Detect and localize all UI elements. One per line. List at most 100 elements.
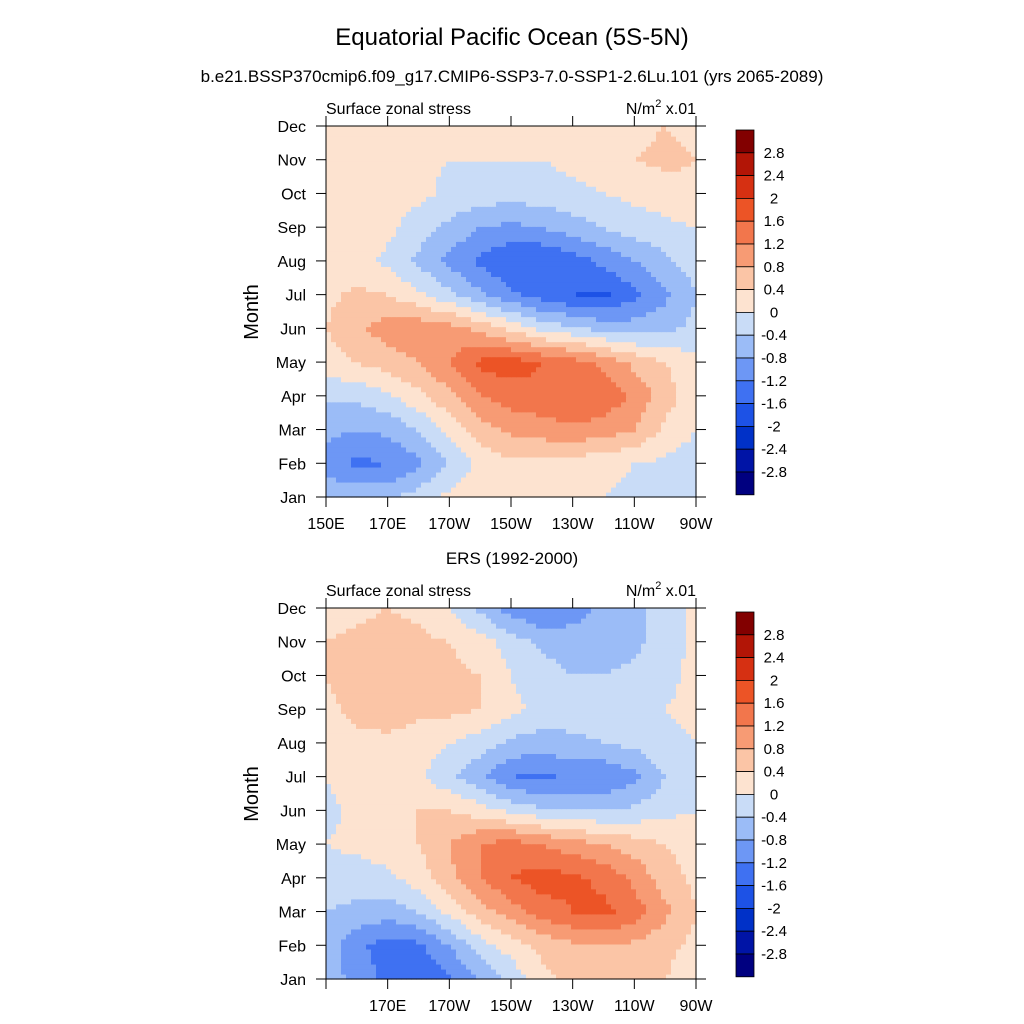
heatmap-cell xyxy=(376,266,382,272)
heatmap-cell xyxy=(531,386,537,393)
heatmap-cell xyxy=(466,426,472,433)
heatmap-cell xyxy=(541,171,547,177)
heatmap-cell xyxy=(641,436,647,443)
heatmap-cell xyxy=(686,201,692,207)
heatmap-cell xyxy=(396,211,402,217)
heatmap-cell xyxy=(671,206,677,212)
heatmap-cell xyxy=(436,256,442,262)
heatmap-cell xyxy=(581,166,587,172)
heatmap-cell xyxy=(651,226,657,232)
heatmap-cell xyxy=(456,156,462,162)
heatmap-cell xyxy=(526,396,532,403)
heatmap-cell xyxy=(381,251,387,257)
heatmap-cell xyxy=(401,366,407,373)
heatmap-cell xyxy=(486,326,492,333)
heatmap-cell xyxy=(626,306,632,313)
heatmap-cell xyxy=(356,276,362,283)
heatmap-cell xyxy=(471,296,477,303)
heatmap-cell xyxy=(651,381,657,388)
heatmap-cell xyxy=(396,411,402,418)
heatmap-cell xyxy=(406,491,412,498)
heatmap-cell xyxy=(576,401,582,408)
heatmap-cell xyxy=(636,276,642,283)
heatmap-cell xyxy=(446,386,452,393)
heatmap-cell xyxy=(516,376,522,383)
heatmap-cell xyxy=(476,436,482,443)
heatmap-cell xyxy=(636,246,642,252)
heatmap-cell xyxy=(636,401,642,408)
heatmap-cell xyxy=(666,421,672,428)
heatmap-cell xyxy=(566,486,572,493)
heatmap-cell xyxy=(496,181,502,187)
heatmap-cell xyxy=(356,176,362,182)
heatmap-cell xyxy=(336,396,342,403)
heatmap-cell xyxy=(536,191,542,197)
heatmap-cell xyxy=(446,376,452,383)
heatmap-cell xyxy=(646,211,652,217)
heatmap-cell xyxy=(496,301,502,308)
heatmap-cell xyxy=(586,411,592,418)
heatmap-cell xyxy=(476,161,482,167)
heatmap-cell xyxy=(586,421,592,428)
heatmap-cell xyxy=(491,416,497,423)
heatmap-cell xyxy=(486,281,492,288)
heatmap-cell xyxy=(416,426,422,433)
heatmap-cell xyxy=(431,231,437,237)
heatmap-cell xyxy=(511,406,517,413)
heatmap-cell xyxy=(406,391,412,398)
heatmap-cell xyxy=(561,191,567,197)
heatmap-cell xyxy=(636,456,642,463)
heatmap-cell xyxy=(611,216,617,222)
heatmap-cell xyxy=(396,356,402,363)
heatmap-cell xyxy=(616,301,622,308)
heatmap-cell xyxy=(526,286,532,293)
heatmap-cell xyxy=(481,401,487,408)
heatmap-cell xyxy=(381,481,387,488)
heatmap-cell xyxy=(361,411,367,418)
heatmap-cell xyxy=(511,461,517,468)
heatmap-cell xyxy=(346,431,352,438)
heatmap-cell xyxy=(596,186,602,192)
heatmap-cell xyxy=(536,201,542,207)
heatmap-cell xyxy=(371,231,377,237)
heatmap-cell xyxy=(431,486,437,493)
heatmap-cell xyxy=(391,471,397,478)
heatmap-cell xyxy=(586,356,592,363)
heatmap-cell xyxy=(596,301,602,308)
heatmap-cell xyxy=(651,306,657,313)
heatmap-cell xyxy=(671,261,677,267)
heatmap-cell xyxy=(376,166,382,172)
heatmap-cell xyxy=(556,171,562,177)
heatmap-cell xyxy=(676,431,682,438)
heatmap-cell xyxy=(351,231,357,237)
heatmap-cell xyxy=(421,241,427,247)
heatmap-cell xyxy=(656,211,662,217)
heatmap-cell xyxy=(581,231,587,237)
heatmap-cell xyxy=(616,231,622,237)
heatmap-cell xyxy=(566,276,572,283)
heatmap-cell xyxy=(366,431,372,438)
heatmap-cell xyxy=(386,376,392,383)
heatmap-cell xyxy=(526,451,532,458)
heatmap-cell xyxy=(556,286,562,293)
heatmap-cell xyxy=(496,216,502,222)
heatmap-cell xyxy=(686,236,692,242)
heatmap-cell xyxy=(486,346,492,353)
heatmap-cell xyxy=(346,321,352,328)
heatmap-cell xyxy=(606,361,612,368)
heatmap-cell xyxy=(636,306,642,313)
heatmap-cell xyxy=(551,436,557,443)
heatmap-cell xyxy=(661,381,667,388)
heatmap-cell xyxy=(566,246,572,252)
heatmap-cell xyxy=(331,351,337,358)
heatmap-cell xyxy=(391,271,397,277)
heatmap-cell xyxy=(446,451,452,458)
heatmap-cell xyxy=(586,216,592,222)
heatmap-cell xyxy=(601,291,607,298)
heatmap-cell xyxy=(336,441,342,448)
heatmap-cell xyxy=(356,206,362,212)
heatmap-cell xyxy=(466,181,472,187)
heatmap-cell xyxy=(606,401,612,408)
heatmap-cell xyxy=(526,271,532,277)
heatmap-cell xyxy=(656,266,662,272)
